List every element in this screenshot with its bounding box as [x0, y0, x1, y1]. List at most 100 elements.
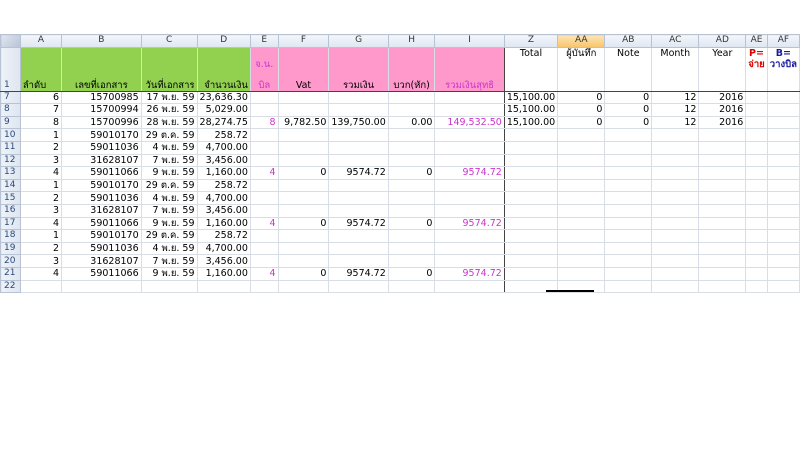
row-header[interactable]: 12	[0, 153, 21, 168]
row-header[interactable]: 22	[0, 279, 21, 294]
row-header[interactable]: 14	[0, 178, 21, 193]
cell-b[interactable]: 31628107	[61, 203, 142, 218]
cell-ad[interactable]	[698, 140, 747, 155]
cell-h[interactable]	[387, 178, 436, 193]
cell-d[interactable]: 3,456.00	[196, 254, 251, 268]
cell-a[interactable]: 1	[19, 178, 63, 193]
cell-ab[interactable]	[604, 166, 653, 180]
cell-f[interactable]	[277, 140, 330, 155]
cell-c[interactable]: 29 ต.ค. 59	[140, 229, 198, 243]
cell-c[interactable]: 7 พ.ย. 59	[140, 153, 198, 168]
cell-aa[interactable]	[557, 191, 606, 205]
row-header[interactable]: 10	[0, 128, 21, 142]
cell-e[interactable]	[249, 254, 279, 268]
cell-aa[interactable]	[557, 241, 606, 256]
cell-af[interactable]	[766, 254, 800, 268]
cell-aa[interactable]	[557, 128, 606, 142]
cell-aa[interactable]	[557, 166, 606, 180]
cell-z[interactable]	[503, 203, 559, 218]
cell-c[interactable]: 4 พ.ย. 59	[140, 241, 198, 256]
cell-ae[interactable]	[745, 279, 768, 294]
cell-i[interactable]	[434, 203, 505, 218]
cell-i[interactable]	[434, 241, 505, 256]
cell-ab[interactable]	[604, 241, 653, 256]
cell-ad[interactable]	[698, 166, 747, 180]
cell-ac[interactable]: 12	[651, 115, 700, 130]
cell-c[interactable]: 7 พ.ย. 59	[140, 203, 198, 218]
column-header-b[interactable]: B	[61, 34, 142, 48]
cell-ab[interactable]	[604, 140, 653, 155]
cell-af[interactable]	[766, 140, 800, 155]
row-header[interactable]: 13	[0, 166, 21, 180]
cell-ab[interactable]	[604, 128, 653, 142]
cell-ae[interactable]	[745, 229, 768, 243]
cell-a[interactable]: 2	[19, 241, 63, 256]
cell-z[interactable]	[503, 140, 559, 155]
column-header-g[interactable]: G	[328, 34, 389, 48]
cell-e[interactable]: 4	[249, 266, 279, 281]
cell-aa[interactable]: 0	[557, 115, 606, 130]
cell-ae[interactable]	[745, 254, 768, 268]
cell-aa[interactable]	[557, 216, 606, 231]
cell-h[interactable]	[387, 279, 436, 294]
header-adjust[interactable]: บวก(หัก)	[387, 46, 436, 92]
header-recorder[interactable]: ผู้บันทึก	[557, 46, 606, 92]
cell-ad[interactable]	[698, 279, 747, 294]
cell-ae[interactable]	[745, 90, 768, 105]
cell-ab[interactable]	[604, 153, 653, 168]
row-header[interactable]: 17	[0, 216, 21, 231]
cell-h[interactable]	[387, 128, 436, 142]
cell-d[interactable]: 4,700.00	[196, 140, 251, 155]
cell-b[interactable]: 59010170	[61, 178, 142, 193]
cell-b[interactable]: 59011066	[61, 166, 142, 180]
cell-i[interactable]	[434, 279, 505, 294]
cell-e[interactable]	[249, 203, 279, 218]
cell-z[interactable]	[503, 241, 559, 256]
column-header-z[interactable]: Z	[503, 34, 559, 48]
header-month[interactable]: Month	[651, 46, 700, 92]
cell-z[interactable]	[503, 153, 559, 168]
cell-af[interactable]	[766, 153, 800, 168]
row-header[interactable]: 1	[0, 46, 21, 92]
cell-i[interactable]	[434, 140, 505, 155]
cell-h[interactable]	[387, 254, 436, 268]
cell-ad[interactable]	[698, 266, 747, 281]
cell-ad[interactable]	[698, 254, 747, 268]
cell-f[interactable]	[277, 103, 330, 117]
cell-b[interactable]: 59011066	[61, 216, 142, 231]
column-header-ab[interactable]: AB	[604, 34, 653, 48]
cell-e[interactable]	[249, 103, 279, 117]
cell-h[interactable]	[387, 153, 436, 168]
column-header-i[interactable]: I	[434, 34, 505, 48]
cell-i[interactable]: 149,532.50	[434, 115, 505, 130]
cell-ab[interactable]	[604, 266, 653, 281]
cell-i[interactable]: 9574.72	[434, 266, 505, 281]
cell-c[interactable]: 29 ต.ค. 59	[140, 178, 198, 193]
cell-e[interactable]	[249, 191, 279, 205]
cell-aa[interactable]	[557, 279, 606, 294]
cell-ad[interactable]	[698, 241, 747, 256]
cell-af[interactable]	[766, 178, 800, 193]
header-total[interactable]: Total	[503, 46, 559, 92]
cell-h[interactable]	[387, 241, 436, 256]
cell-ac[interactable]	[651, 254, 700, 268]
cell-i[interactable]	[434, 153, 505, 168]
cell-d[interactable]: 3,456.00	[196, 153, 251, 168]
cell-af[interactable]	[766, 279, 800, 294]
cell-z[interactable]	[503, 266, 559, 281]
cell-e[interactable]	[249, 229, 279, 243]
cell-f[interactable]	[277, 178, 330, 193]
cell-z[interactable]	[503, 191, 559, 205]
cell-g[interactable]	[328, 203, 389, 218]
cell-af[interactable]	[766, 191, 800, 205]
cell-af[interactable]	[766, 128, 800, 142]
cell-ac[interactable]: 12	[651, 90, 700, 105]
cell-c[interactable]: 4 พ.ย. 59	[140, 191, 198, 205]
cell-ac[interactable]	[651, 191, 700, 205]
cell-ac[interactable]	[651, 178, 700, 193]
cell-aa[interactable]	[557, 178, 606, 193]
cell-ac[interactable]	[651, 279, 700, 294]
row-header[interactable]: 20	[0, 254, 21, 268]
cell-ab[interactable]	[604, 216, 653, 231]
column-header-d[interactable]: D	[196, 34, 251, 48]
